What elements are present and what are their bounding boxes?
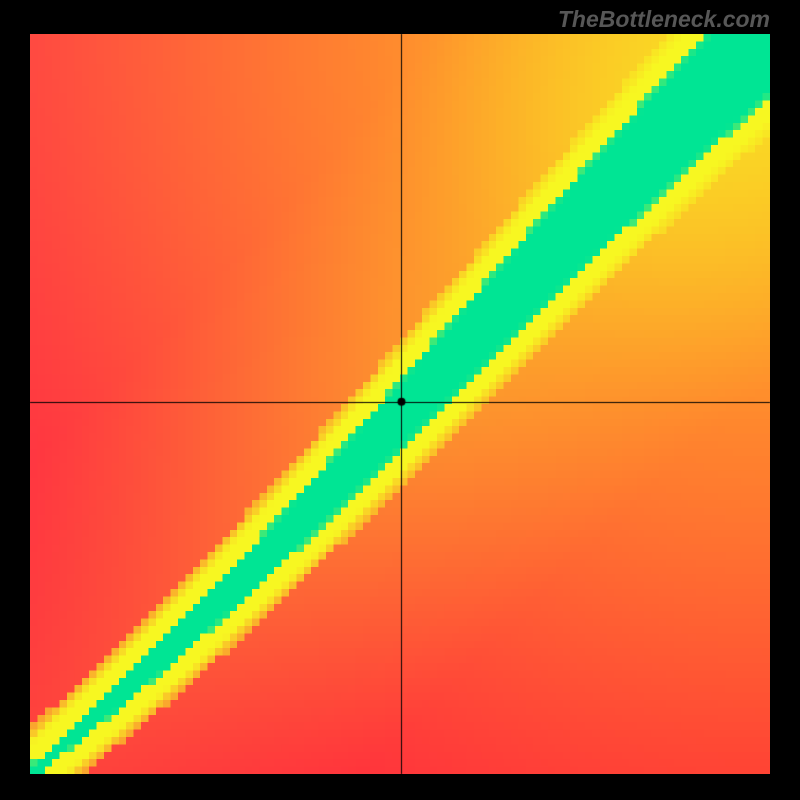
chart-root: TheBottleneck.com — [0, 0, 800, 800]
bottleneck-heatmap — [30, 34, 770, 774]
watermark-text: TheBottleneck.com — [558, 6, 770, 33]
